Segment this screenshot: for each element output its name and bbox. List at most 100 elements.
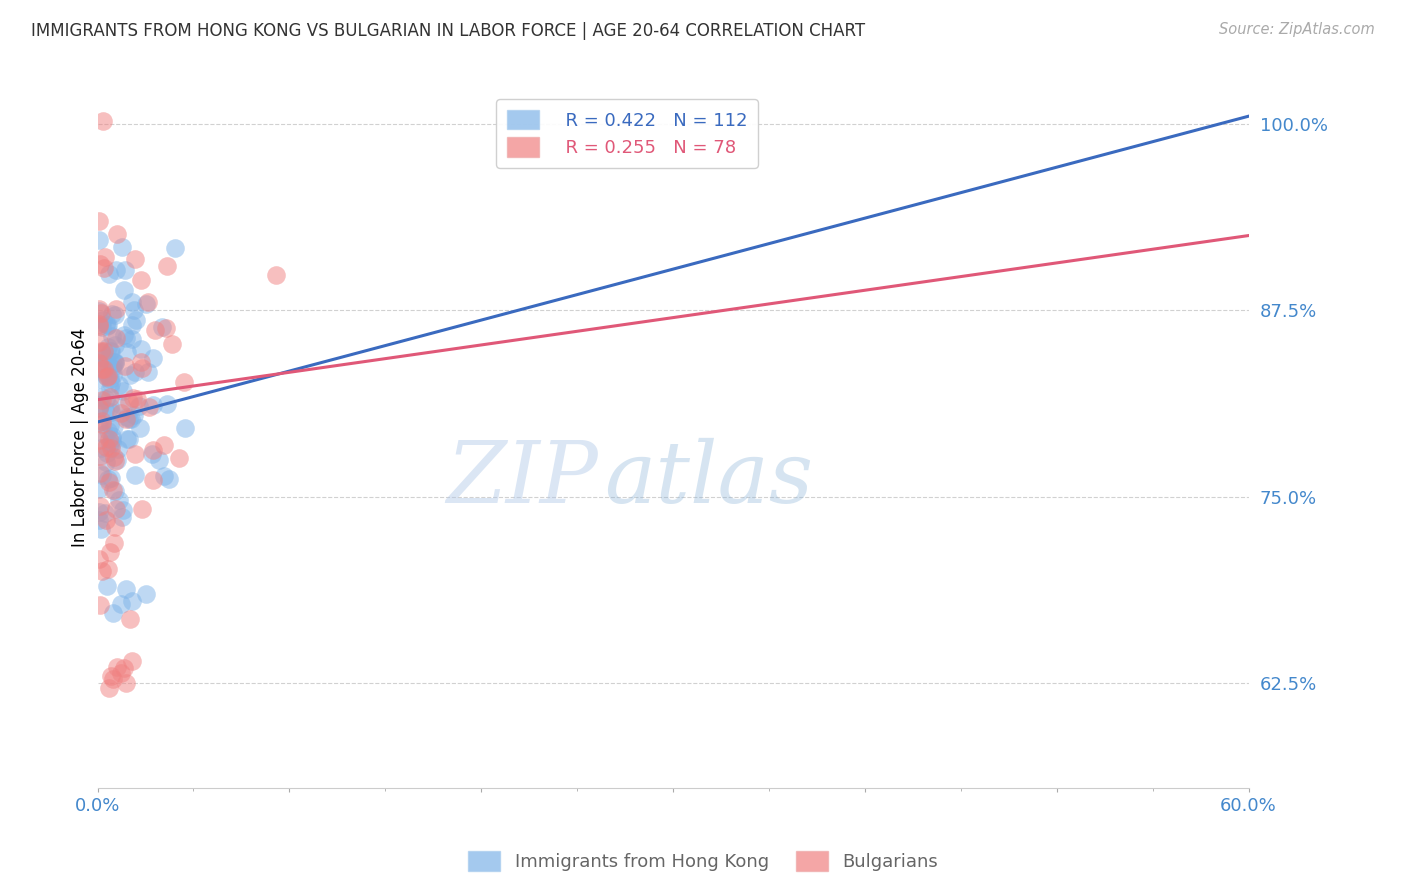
Point [103,450,125,464]
Point [115,432,138,446]
Point [110,665,132,680]
Point [98,681,121,695]
Point [91,417,114,432]
Point [114,412,136,426]
Text: IMMIGRANTS FROM HONG KONG VS BULGARIAN IN LABOR FORCE | AGE 20-64 CORRELATION CH: IMMIGRANTS FROM HONG KONG VS BULGARIAN I… [31,22,865,40]
Point [93,356,115,370]
Point [104,453,127,467]
Point [103,355,125,369]
Point [112,384,135,398]
Legend: Immigrants from Hong Kong, Bulgarians: Immigrants from Hong Kong, Bulgarians [460,844,946,879]
Point [89,398,111,412]
Point [104,263,127,277]
Point [115,344,138,359]
Point [94,318,117,332]
Point [90,343,112,358]
Point [142,398,165,412]
Point [89,233,111,247]
Point [157,472,180,486]
Point [97,340,120,354]
Point [101,672,124,686]
Point [90,441,112,455]
Point [100,441,122,455]
Point [98,390,121,404]
Point [142,443,165,458]
Point [91,467,114,482]
Point [122,303,145,318]
Point [101,432,124,446]
Point [90,319,112,334]
Point [122,408,145,422]
Point [90,522,112,536]
Point [105,659,128,673]
Point [105,452,128,467]
Point [118,412,141,426]
Point [105,331,128,345]
Point [93,261,115,276]
Point [97,358,120,372]
Point [124,447,146,461]
Point [89,214,111,228]
Point [104,520,127,534]
Point [105,502,128,516]
Point [97,318,120,332]
Point [115,676,138,690]
Point [167,451,190,466]
Point [115,582,138,596]
Point [118,368,141,383]
Point [156,259,179,273]
Point [107,442,129,457]
Point [264,268,287,283]
Point [89,318,111,333]
Point [105,302,128,317]
Point [89,505,111,519]
Point [107,492,129,507]
Point [89,334,111,349]
Point [124,365,146,379]
Point [103,483,125,497]
Point [128,399,150,413]
Point [89,551,111,566]
Point [121,594,143,608]
Point [112,283,135,297]
Point [107,378,129,392]
Point [89,401,111,415]
Point [129,343,152,357]
Point [89,450,111,464]
Point [110,406,132,420]
Point [97,433,120,447]
Point [89,356,111,370]
Point [94,351,117,365]
Point [129,421,152,435]
Point [91,393,114,408]
Point [114,359,136,373]
Text: atlas: atlas [605,438,813,520]
Point [98,475,121,489]
Point [93,344,115,359]
Point [94,365,117,379]
Point [101,361,124,376]
Point [94,507,117,521]
Point [97,472,120,486]
Point [89,372,111,386]
Point [96,579,118,593]
Point [135,586,157,600]
Text: ZIP: ZIP [446,438,599,520]
Point [131,502,153,516]
Point [89,257,111,271]
Point [101,307,124,321]
Point [124,252,146,267]
Point [96,369,118,384]
Point [100,343,122,358]
Point [105,227,128,241]
Point [121,654,143,668]
Point [94,402,117,417]
Point [100,471,122,485]
Point [93,427,115,442]
Point [90,306,112,320]
Point [91,414,114,428]
Point [110,398,132,412]
Point [101,368,124,383]
Point [89,301,111,316]
Point [124,467,146,482]
